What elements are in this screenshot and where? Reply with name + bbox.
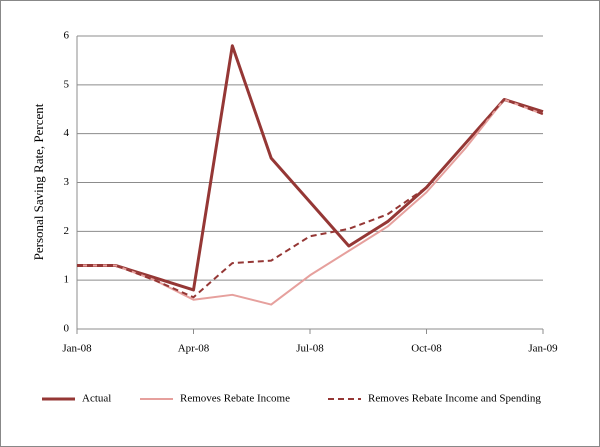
y-tick-label: 6 bbox=[64, 30, 70, 42]
y-tick-label: 1 bbox=[64, 274, 70, 286]
x-tick-label: Oct-08 bbox=[411, 343, 442, 355]
x-tick-label: Jan-09 bbox=[528, 343, 558, 355]
series-line bbox=[77, 98, 544, 299]
y-tick-label: 2 bbox=[64, 225, 70, 237]
y-tick-label: 0 bbox=[64, 323, 70, 335]
legend-label: Removes Rebate Income bbox=[180, 393, 290, 405]
legend-label: Actual bbox=[82, 393, 111, 405]
y-axis-label: Personal Saving Rate, Percent bbox=[31, 103, 46, 260]
y-tick-label: 5 bbox=[64, 78, 70, 90]
x-tick-label: Apr-08 bbox=[178, 343, 210, 355]
x-tick-label: Jan-08 bbox=[62, 343, 92, 355]
x-tick-label: Jul-08 bbox=[296, 343, 324, 355]
y-tick-label: 4 bbox=[64, 127, 70, 139]
series-line bbox=[77, 44, 544, 292]
legend-label: Removes Rebate Income and Spending bbox=[368, 393, 541, 405]
y-tick-label: 3 bbox=[64, 176, 70, 188]
